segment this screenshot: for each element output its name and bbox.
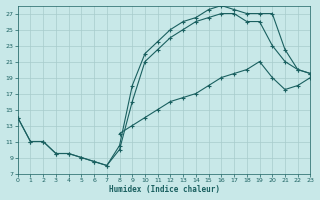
X-axis label: Humidex (Indice chaleur): Humidex (Indice chaleur)	[108, 185, 220, 194]
